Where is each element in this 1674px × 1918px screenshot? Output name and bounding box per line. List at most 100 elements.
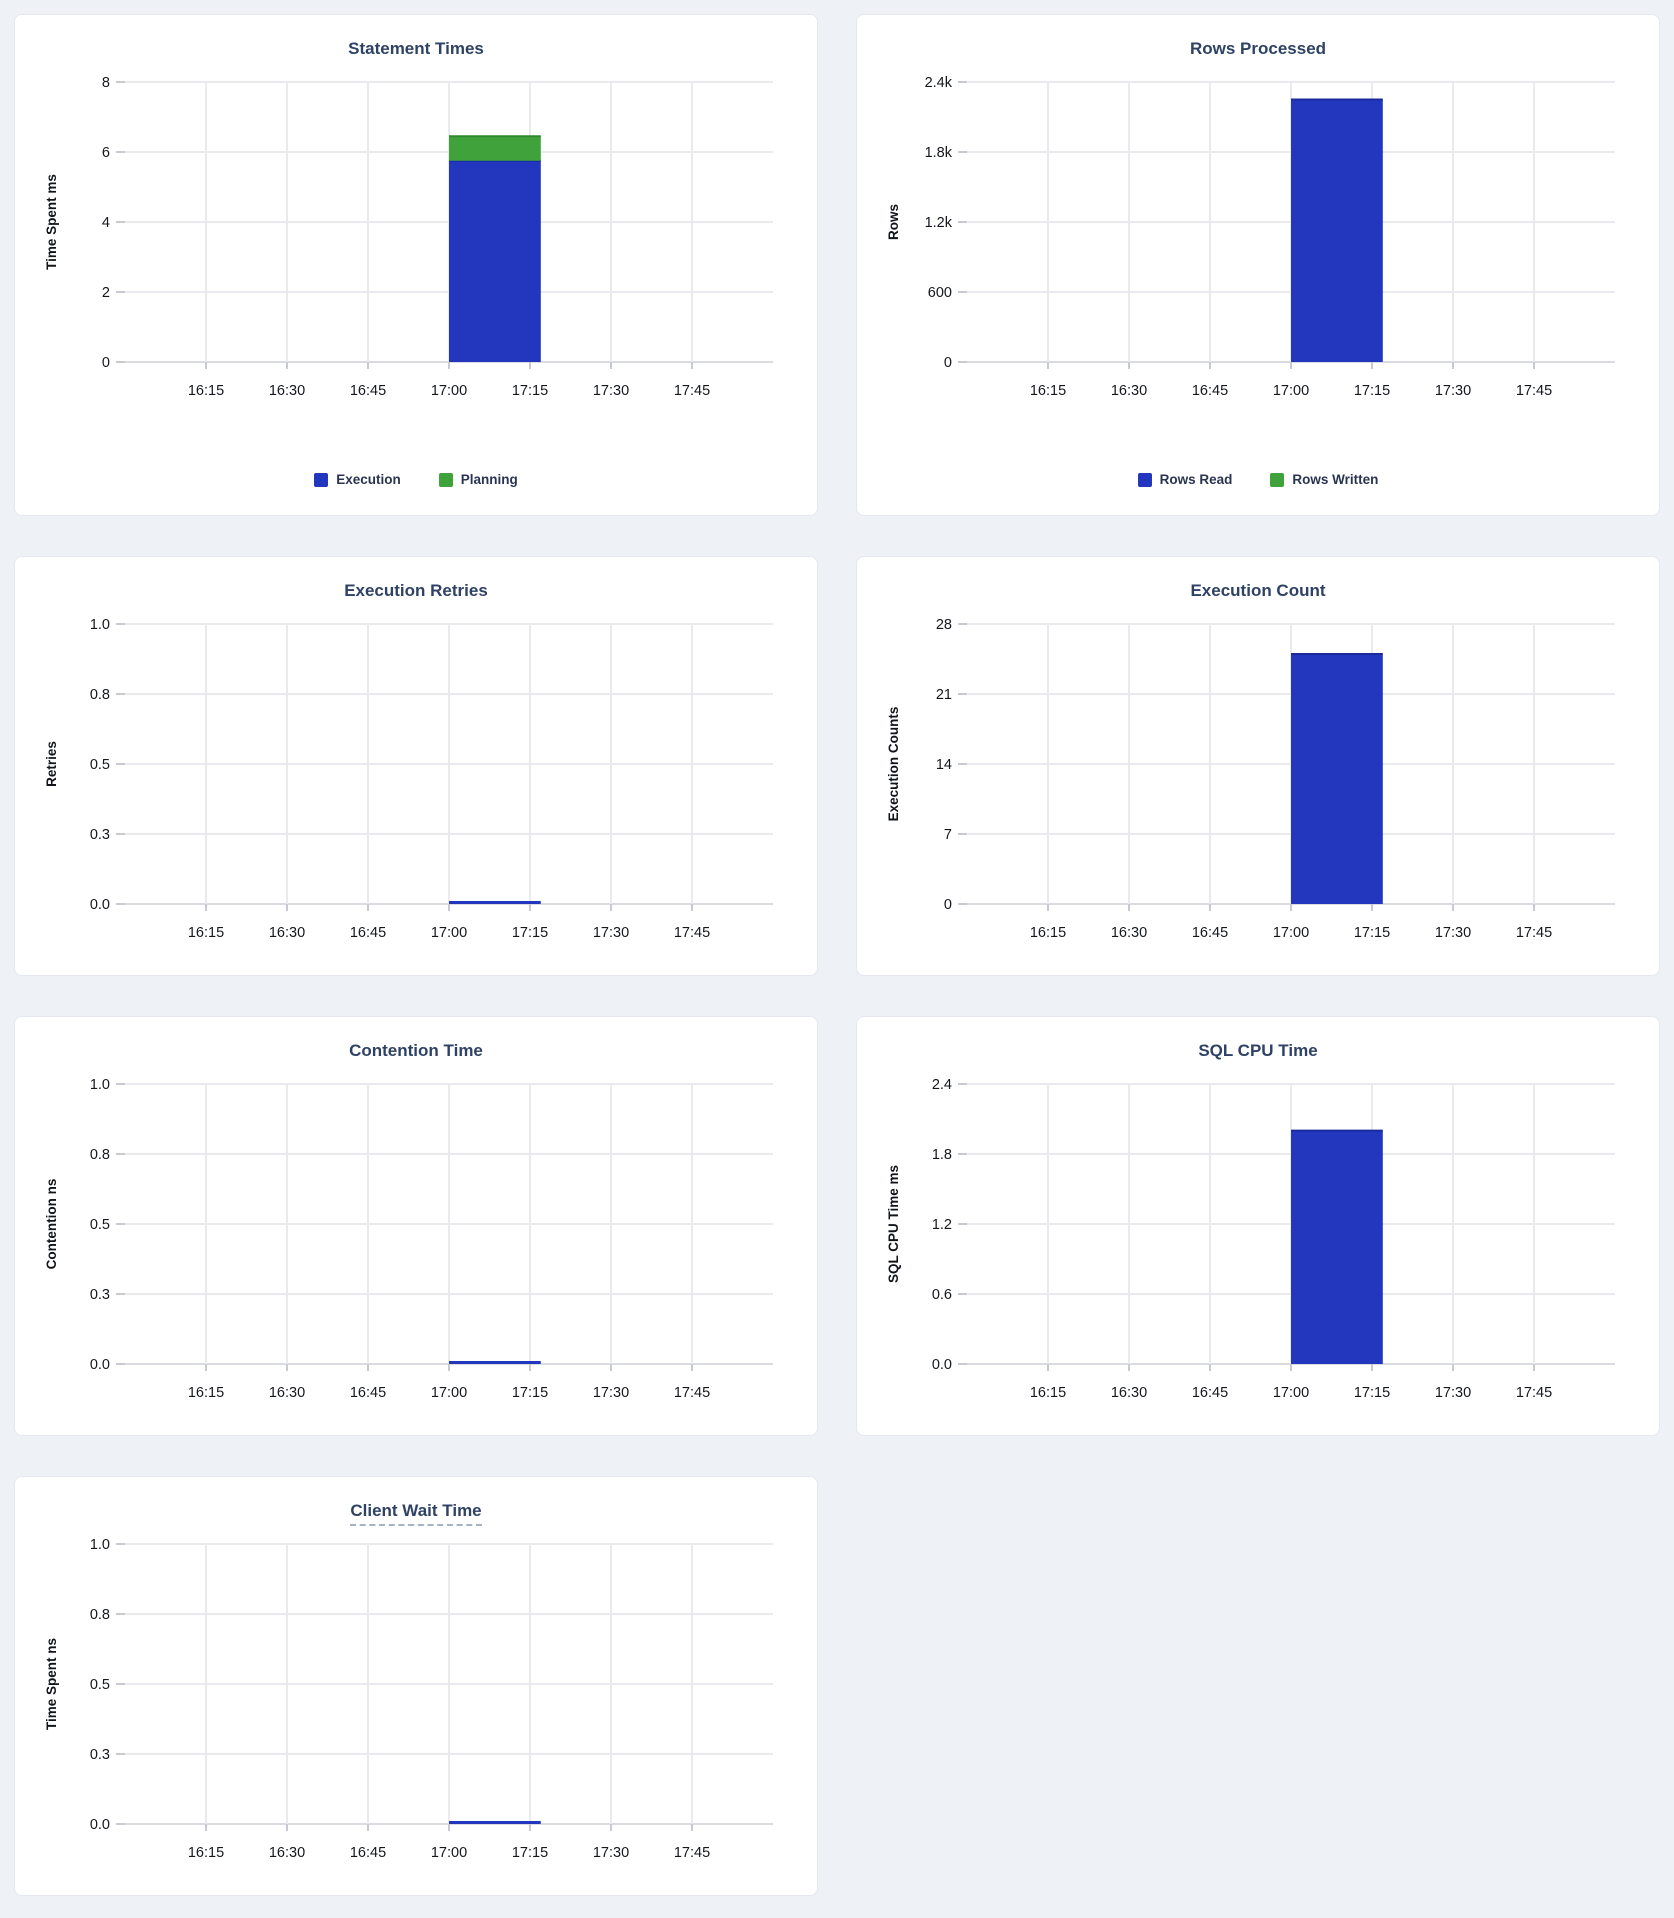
svg-text:1.0: 1.0 bbox=[90, 1077, 110, 1093]
svg-text:17:30: 17:30 bbox=[593, 925, 629, 941]
svg-text:17:00: 17:00 bbox=[1273, 383, 1309, 399]
svg-text:0.8: 0.8 bbox=[90, 1607, 110, 1623]
legend-swatch bbox=[438, 472, 453, 487]
svg-text:7: 7 bbox=[944, 827, 952, 843]
svg-text:6: 6 bbox=[102, 145, 110, 161]
svg-text:2.4: 2.4 bbox=[932, 1077, 952, 1093]
svg-text:16:30: 16:30 bbox=[269, 383, 305, 399]
legend-swatch bbox=[1137, 472, 1152, 487]
svg-text:16:15: 16:15 bbox=[1030, 383, 1066, 399]
legend-label: Rows Read bbox=[1159, 472, 1233, 487]
svg-text:17:15: 17:15 bbox=[1354, 383, 1390, 399]
svg-text:16:30: 16:30 bbox=[269, 1845, 305, 1861]
svg-text:0.0: 0.0 bbox=[90, 1357, 110, 1373]
svg-text:17:15: 17:15 bbox=[512, 1385, 548, 1401]
chart-title-rows-processed: Rows Processed bbox=[857, 39, 1659, 59]
svg-text:17:30: 17:30 bbox=[1435, 925, 1471, 941]
chart-card-execution-count: Execution Count 0 7 14 21 28 16:15 16:30 16:45 1… bbox=[856, 556, 1660, 976]
svg-text:0.8: 0.8 bbox=[90, 687, 110, 703]
chart-title-sql-cpu-time: SQL CPU Time bbox=[857, 1041, 1659, 1061]
svg-text:17:00: 17:00 bbox=[1273, 925, 1309, 941]
svg-text:16:15: 16:15 bbox=[1030, 925, 1066, 941]
rows-processed-legend: Rows Read Rows Written bbox=[857, 472, 1659, 487]
rows-processed-chart: 0 600 1.2k 1.8k 2.4k 16:15 16:30 16:45 17:00 17:1… bbox=[886, 75, 1615, 399]
svg-text:Retries: Retries bbox=[44, 741, 59, 787]
svg-text:1.0: 1.0 bbox=[90, 1537, 110, 1553]
svg-text:1.0: 1.0 bbox=[90, 617, 110, 633]
svg-text:2.4k: 2.4k bbox=[925, 75, 953, 91]
chart-title-tooltip-link[interactable]: Client Wait Time bbox=[350, 1501, 482, 1526]
contention-time-chart: 0.0 0.3 0.5 0.8 1.0 16:15 16:30 16:45 17:00 17:15… bbox=[44, 1077, 773, 1401]
svg-text:16:45: 16:45 bbox=[350, 1845, 386, 1861]
svg-text:17:30: 17:30 bbox=[1435, 383, 1471, 399]
svg-text:0.3: 0.3 bbox=[90, 1747, 110, 1763]
svg-text:17:45: 17:45 bbox=[1516, 1385, 1552, 1401]
svg-text:16:45: 16:45 bbox=[1192, 1385, 1228, 1401]
svg-text:21: 21 bbox=[936, 687, 952, 703]
legend-label: Rows Written bbox=[1292, 472, 1379, 487]
svg-text:0.5: 0.5 bbox=[90, 757, 110, 773]
chart-title-text: Statement Times bbox=[348, 39, 484, 58]
svg-text:17:15: 17:15 bbox=[512, 925, 548, 941]
svg-text:0.3: 0.3 bbox=[90, 1287, 110, 1303]
svg-text:0.0: 0.0 bbox=[90, 897, 110, 913]
svg-text:17:00: 17:00 bbox=[431, 383, 467, 399]
svg-text:16:30: 16:30 bbox=[1111, 1385, 1147, 1401]
svg-text:17:30: 17:30 bbox=[1435, 1385, 1471, 1401]
svg-text:600: 600 bbox=[928, 285, 952, 301]
chart-title-execution-retries: Execution Retries bbox=[15, 581, 817, 601]
chart-title-client-wait-time: Client Wait Time bbox=[15, 1501, 817, 1526]
chart-title-statement-times: Statement Times bbox=[15, 39, 817, 59]
svg-text:1.2k: 1.2k bbox=[925, 215, 953, 231]
client-wait-time-chart: 0.0 0.3 0.5 0.8 1.0 16:15 16:30 16:45 17:00 17:15… bbox=[44, 1537, 773, 1861]
svg-text:17:15: 17:15 bbox=[512, 1845, 548, 1861]
svg-text:0: 0 bbox=[102, 355, 110, 371]
legend-item: Execution bbox=[314, 472, 401, 487]
chart-title-text: Execution Retries bbox=[344, 581, 488, 600]
chart-card-sql-cpu-time: SQL CPU Time 0.0 0.6 1.2 1.8 2.4 16:15 16:30 16… bbox=[856, 1016, 1660, 1436]
svg-text:0.3: 0.3 bbox=[90, 827, 110, 843]
svg-text:Contention ns: Contention ns bbox=[44, 1179, 59, 1270]
legend-swatch bbox=[314, 472, 329, 487]
svg-text:16:15: 16:15 bbox=[188, 383, 224, 399]
svg-text:17:30: 17:30 bbox=[593, 383, 629, 399]
legend-item: Planning bbox=[438, 472, 518, 487]
chart-card-rows-processed: Rows Processed 0 600 1.2k 1.8k 2.4k 16:15 16:3… bbox=[856, 14, 1660, 516]
svg-text:17:30: 17:30 bbox=[593, 1385, 629, 1401]
chart-title-text: Execution Count bbox=[1190, 581, 1326, 600]
svg-text:17:15: 17:15 bbox=[1354, 1385, 1390, 1401]
svg-text:16:45: 16:45 bbox=[350, 925, 386, 941]
svg-text:16:15: 16:15 bbox=[188, 1385, 224, 1401]
chart-title-text: SQL CPU Time bbox=[1198, 1041, 1318, 1060]
svg-text:16:15: 16:15 bbox=[1030, 1385, 1066, 1401]
svg-text:16:30: 16:30 bbox=[1111, 925, 1147, 941]
svg-text:0.5: 0.5 bbox=[90, 1677, 110, 1693]
svg-text:16:15: 16:15 bbox=[188, 1845, 224, 1861]
svg-text:16:45: 16:45 bbox=[1192, 925, 1228, 941]
svg-text:Time Spent ms: Time Spent ms bbox=[44, 174, 59, 270]
legend-item: Rows Read bbox=[1137, 472, 1233, 487]
svg-text:SQL CPU Time ms: SQL CPU Time ms bbox=[886, 1165, 901, 1283]
svg-text:17:45: 17:45 bbox=[674, 1385, 710, 1401]
svg-text:16:30: 16:30 bbox=[269, 1385, 305, 1401]
svg-text:17:45: 17:45 bbox=[674, 1845, 710, 1861]
legend-item: Rows Written bbox=[1270, 472, 1378, 487]
chart-card-execution-retries: Execution Retries 0.0 0.3 0.5 0.8 1.0 16:15 16… bbox=[14, 556, 818, 976]
svg-text:0.8: 0.8 bbox=[90, 1147, 110, 1163]
legend-swatch bbox=[1270, 472, 1285, 487]
svg-text:Time Spent ns: Time Spent ns bbox=[44, 1638, 59, 1730]
legend-label: Planning bbox=[460, 472, 518, 487]
svg-text:Execution Counts: Execution Counts bbox=[886, 707, 901, 822]
svg-text:17:15: 17:15 bbox=[1354, 925, 1390, 941]
svg-text:0.5: 0.5 bbox=[90, 1217, 110, 1233]
svg-text:Rows: Rows bbox=[886, 204, 901, 240]
svg-text:0.0: 0.0 bbox=[932, 1357, 952, 1373]
svg-text:1.8: 1.8 bbox=[932, 1147, 952, 1163]
sql-cpu-time-chart: 0.0 0.6 1.2 1.8 2.4 16:15 16:30 16:45 17:00 17:15… bbox=[886, 1077, 1615, 1401]
svg-text:17:45: 17:45 bbox=[1516, 383, 1552, 399]
svg-text:17:45: 17:45 bbox=[1516, 925, 1552, 941]
svg-text:17:15: 17:15 bbox=[512, 383, 548, 399]
chart-card-statement-times: Statement Times 0 2 4 6 8 16:15 16:30 16:45 17:0… bbox=[14, 14, 818, 516]
svg-text:17:45: 17:45 bbox=[674, 383, 710, 399]
